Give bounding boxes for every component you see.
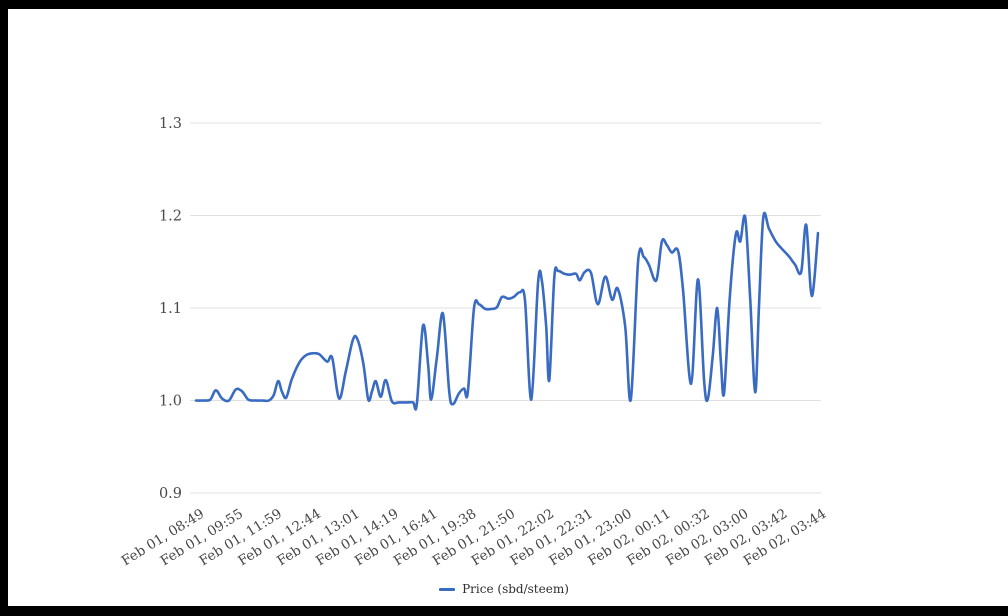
- y-axis-labels: 0.9 1.0 1.1 1.2 1.3: [159, 116, 182, 502]
- frame-border-bottom: [0, 606, 1008, 616]
- legend-label: Price (sbd/steem): [462, 582, 569, 596]
- frame-border-top: [0, 0, 1008, 9]
- y-tick-label: 1.3: [159, 116, 182, 132]
- gridlines: [190, 122, 821, 494]
- series-line-price[interactable]: [194, 211, 820, 411]
- y-tick-label: 0.9: [159, 486, 182, 502]
- y-tick-label: 1.2: [159, 209, 182, 225]
- legend-line-swatch: [439, 587, 456, 591]
- plot-area[interactable]: [194, 211, 820, 411]
- chart-legend: Price (sbd/steem): [0, 582, 1008, 596]
- frame-border-left: [0, 0, 8, 616]
- y-tick-label: 1.1: [159, 301, 182, 317]
- y-tick-label: 1.0: [159, 394, 182, 410]
